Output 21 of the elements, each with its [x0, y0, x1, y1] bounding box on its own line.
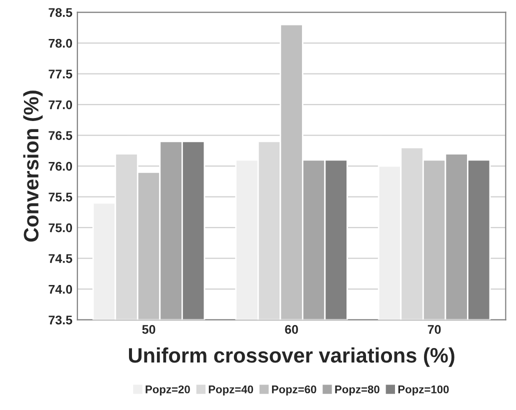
x-tick-label: 50 [142, 324, 156, 334]
x-tick-label: 60 [285, 324, 298, 334]
y-tick-label: 77.0 [48, 100, 72, 110]
x-tick-label: 70 [428, 324, 441, 334]
legend-label: Popz=60 [272, 385, 316, 396]
y-tick-label: 78.0 [48, 38, 72, 48]
legend-label: Popz=80 [335, 385, 380, 396]
y-tick-label: 76.5 [48, 131, 72, 140]
y-tick-label: 73.5 [48, 316, 72, 324]
y-tick-label: 76.0 [48, 162, 72, 171]
y-tick-label: 74.5 [48, 254, 72, 263]
y-axis-title: Conversion (%) [23, 90, 43, 242]
y-tick-label: 78.5 [48, 8, 72, 17]
y-tick-label: 74.0 [48, 284, 72, 294]
y-tick-label: 77.5 [48, 70, 72, 78]
y-tick-label: 75.0 [48, 223, 72, 232]
legend-label: Popz=100 [398, 385, 449, 396]
legend-label: Popz=40 [208, 385, 254, 396]
legend-label: Popz=20 [146, 385, 190, 396]
y-tick-label: 75.5 [48, 192, 72, 202]
x-axis-title: Uniform crossover variations (%) [128, 347, 454, 367]
